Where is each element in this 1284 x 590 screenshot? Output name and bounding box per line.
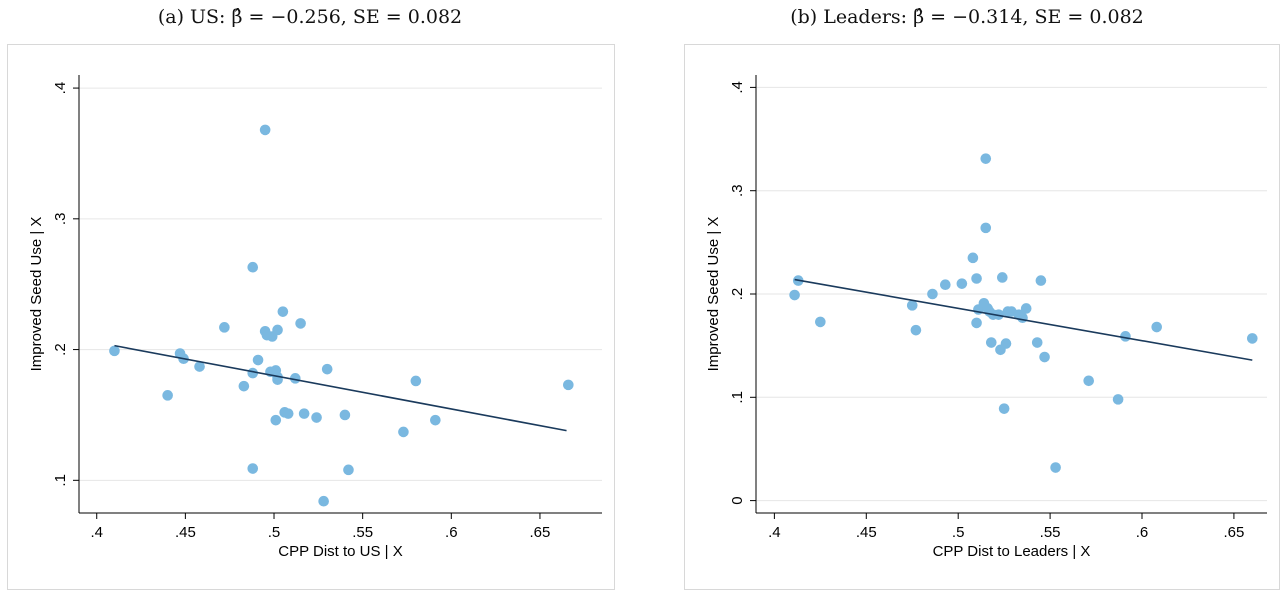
data-point [339,409,351,421]
panel-b-title: (b) Leaders: β̂ = −0.314, SE = 0.082 [790,6,1144,28]
fit-line [114,344,567,432]
data-point [295,318,306,329]
chart-panel-b: 0 .1 .2 .3 .4 .4 .45 .5 .55 .6 .65 CPP Dist to Lead… [684,44,1280,590]
data-point [318,495,329,507]
y-tick-label: .2 [729,288,746,301]
data-point [1246,333,1258,344]
data-point [971,273,982,284]
data-point [343,464,354,476]
data-point [282,408,294,419]
y-tick-label: .4 [52,82,69,95]
data-point [967,252,979,264]
data-point [1000,338,1012,349]
y-axis-label: Improved Seed Use | X [28,217,45,372]
y-tick-label: .1 [729,391,746,404]
x-tick-label: .65 [1223,524,1244,541]
data-point [998,403,1010,414]
x-tick-label: .6 [445,524,458,541]
y-tick-label: .4 [729,81,746,94]
y-tick-label: .2 [52,343,69,356]
data-point [1031,337,1043,348]
x-tick-label: .5 [952,524,965,541]
data-point [194,361,205,372]
y-tick-label: 0 [729,496,746,504]
chart-panel-a: .1 .2 .3 .4 .4 .45 .5 .55 .6 .65 CPP Dist to US | … [7,44,615,590]
x-tick-label: .45 [175,524,196,541]
x-tick-label: .45 [856,524,877,541]
data-point [1112,394,1124,405]
data-point [1035,275,1047,286]
x-tick-label: .5 [268,524,281,541]
x-tick-label: .6 [1136,524,1149,541]
data-point [927,288,938,300]
data-point [997,272,1008,283]
scatter-plot-a: .1 .2 .3 .4 .4 .45 .5 .55 .6 .65 CPP Dist to US | … [28,75,602,560]
data-point [398,426,409,438]
data-point [815,316,826,328]
scatter-plot-b: 0 .1 .2 .3 .4 .4 .45 .5 .55 .6 .65 CPP Dist to Lead… [705,75,1267,560]
data-point [910,324,922,336]
x-tick-label: .55 [352,524,373,541]
data-point [289,373,301,384]
y-axis-label: Improved Seed Use | X [705,217,722,372]
data-point [238,380,250,392]
data-point [430,414,441,426]
data-point [1039,351,1050,363]
data-point [109,345,120,357]
data-point [985,337,997,348]
data-point [270,414,282,426]
data-point [1017,312,1028,324]
data-point [1050,462,1061,473]
data-point [563,379,574,391]
data-point [971,317,982,329]
y-tick-label: .3 [52,213,69,226]
x-tick-label: .4 [768,524,781,541]
panel-a-title: (a) US: β̂ = −0.256, SE = 0.082 [157,6,463,28]
data-point [956,278,968,289]
x-axis-label: CPP Dist to US | X [278,543,403,560]
data-point [906,300,918,311]
data-point [219,322,230,333]
data-point [162,390,173,401]
data-point [321,363,333,375]
data-point [1020,303,1032,314]
data-point [311,412,322,423]
x-tick-label: .55 [1040,524,1061,541]
y-tick-label: .3 [729,184,746,197]
data-point [247,261,259,273]
x-tick-label: .65 [530,524,551,541]
x-tick-label: .4 [90,524,103,541]
data-point [410,375,422,387]
data-point [259,124,271,136]
data-point [252,354,264,366]
data-point [298,408,310,419]
data-point [789,289,800,301]
x-axis-label: CPP Dist to Leaders | X [933,543,1091,560]
data-point [980,222,992,234]
data-point [980,153,992,164]
data-point [940,279,951,291]
y-tick-label: .1 [52,474,69,487]
data-point [1151,321,1163,333]
data-point [277,306,289,317]
data-point [272,324,283,336]
data-point [247,463,259,474]
fit-line [794,278,1253,361]
data-point [1083,375,1095,387]
